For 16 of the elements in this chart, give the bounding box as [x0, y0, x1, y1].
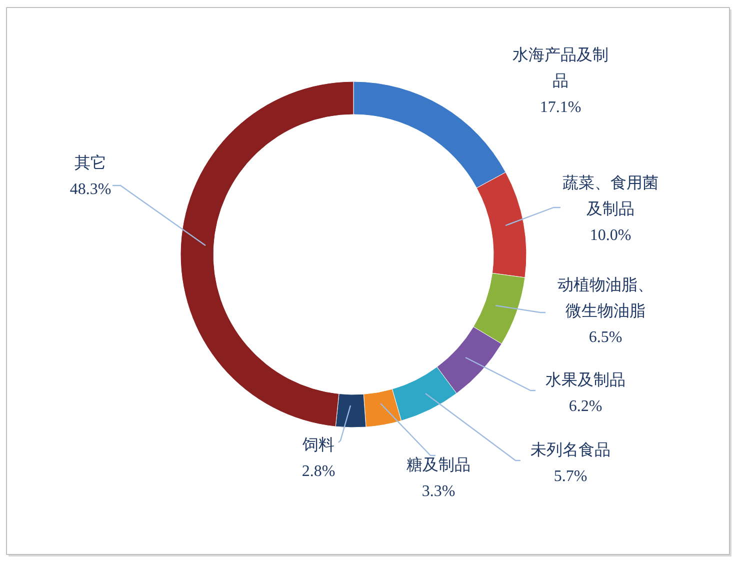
slice-label: 水海产品及制品 — [512, 46, 608, 90]
data-label: 17.1% — [540, 99, 582, 116]
slice-label: 未列名食品 — [530, 441, 610, 459]
data-label: 48.3% — [70, 181, 112, 198]
slice-label: 动植物油脂、微生物油脂 — [558, 276, 654, 320]
data-label: 6.5% — [588, 329, 622, 346]
slice-label: 饲料 — [302, 436, 334, 454]
data-label: 10.0% — [590, 227, 632, 244]
slice-label: 水果及制品 — [546, 371, 626, 389]
slice-label: 糖及制品 — [406, 456, 470, 474]
data-label: 5.7% — [554, 468, 588, 485]
data-label: 3.3% — [422, 483, 456, 500]
slice-label: 其它 — [74, 154, 106, 172]
data-label: 6.2% — [568, 398, 602, 415]
slice-label: 蔬菜、食用菌及制品 — [562, 174, 658, 218]
data-label: 2.8% — [302, 463, 336, 480]
